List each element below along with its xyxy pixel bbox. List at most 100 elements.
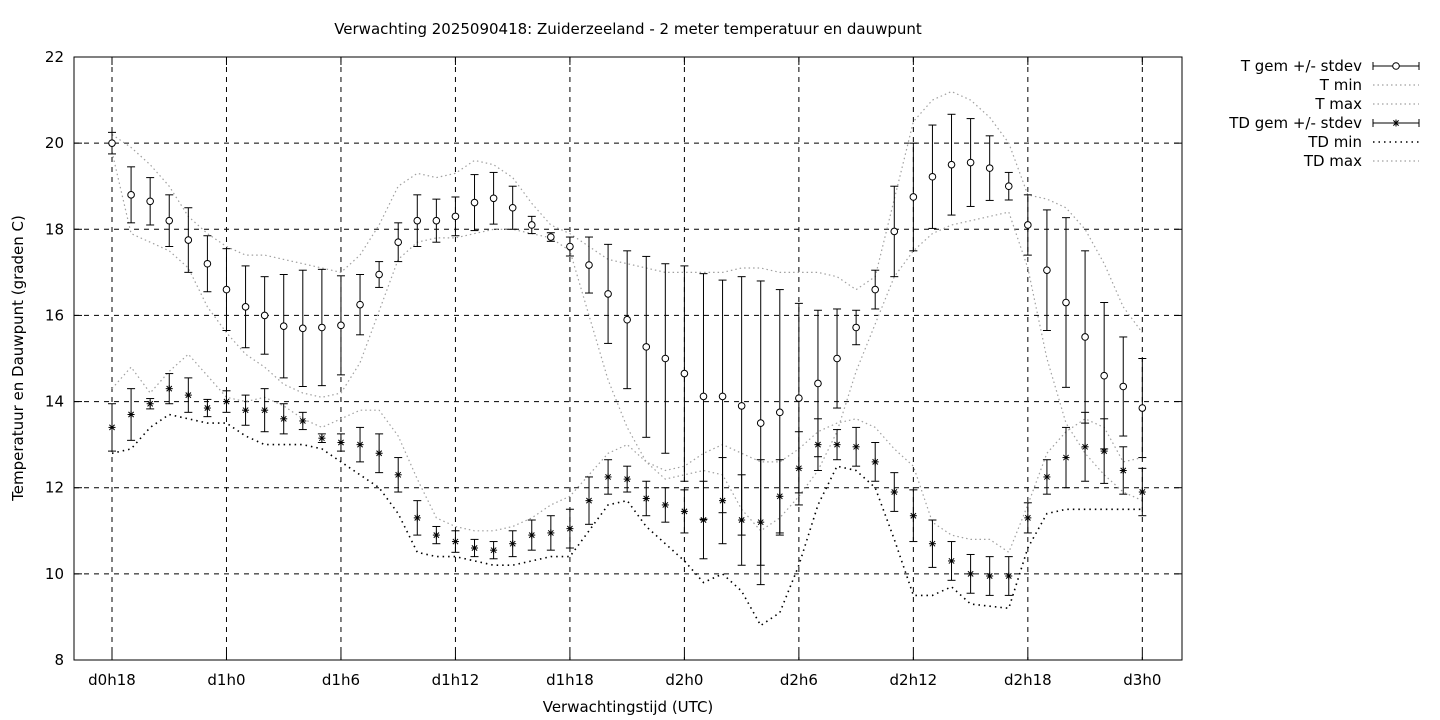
td-mean-point <box>375 449 383 457</box>
td-mean-point <box>585 497 593 505</box>
td-mean-point <box>108 423 116 431</box>
t-mean-point <box>909 193 918 201</box>
td-mean-point <box>1100 447 1108 455</box>
x-tick-label: d2h18 <box>1004 671 1052 689</box>
markers <box>108 139 1147 580</box>
t-mean-point <box>966 158 975 167</box>
t-mean-point <box>241 303 250 311</box>
td-mean-point <box>203 404 211 412</box>
t-mean-point <box>1043 266 1051 275</box>
t-mean-point <box>489 194 498 203</box>
td-mean-point <box>337 438 345 446</box>
td-mean-point <box>986 572 994 580</box>
t-mean-point <box>527 221 536 229</box>
td-mean-point <box>833 441 841 449</box>
td-mean-point <box>1081 443 1089 451</box>
td-mean-point <box>1138 488 1146 496</box>
t-mean-point <box>1119 382 1128 391</box>
td-mean-point <box>948 557 956 565</box>
y-tick-label: 14 <box>45 393 64 411</box>
x-axis-ticks: d0h18 d1h0 d1h6 d1h12 d1h18 d2h0 d2h6 d2h12 d2h1… <box>88 57 1161 689</box>
t-mean-point <box>623 315 631 324</box>
range-lines <box>111 90 1143 627</box>
plot-frame <box>73 56 1183 661</box>
td-mean-point <box>280 415 288 423</box>
t-mean-point <box>127 191 135 199</box>
td-mean-point <box>890 488 898 496</box>
td-mean-point <box>1062 454 1070 462</box>
td-mean-point <box>165 385 173 393</box>
t-mean-point <box>413 216 422 225</box>
error-bars <box>108 113 1147 596</box>
y-tick-label: 16 <box>45 306 64 324</box>
t-mean-point <box>680 369 689 378</box>
td-mean-point <box>318 434 326 442</box>
t-mean-point <box>1004 182 1013 191</box>
td-mean-point <box>1024 514 1032 522</box>
t-mean-point <box>146 197 154 206</box>
t-mean-point <box>585 261 593 269</box>
t-mean-point <box>432 216 441 225</box>
t-mean-point <box>985 164 994 172</box>
td-mean-point <box>566 525 574 533</box>
t-mean-point <box>661 354 670 363</box>
t-max-line <box>111 90 1143 334</box>
legend-swatch-marker <box>1392 62 1400 70</box>
t-mean-point <box>1100 371 1108 380</box>
t-mean-point <box>833 354 841 363</box>
td-mean-point <box>738 516 746 524</box>
t-mean-point <box>375 270 383 279</box>
td-mean-point <box>1119 466 1127 474</box>
td-mean-point <box>680 507 688 515</box>
td-mean-point <box>356 441 364 449</box>
t-mean-point <box>852 323 860 332</box>
t-mean-point <box>814 379 822 388</box>
td-mean-point <box>623 475 631 483</box>
td-mean-point <box>1005 572 1013 580</box>
y-tick-label: 20 <box>45 134 64 152</box>
t-mean-point <box>890 227 899 236</box>
legend-label: T max <box>1314 95 1362 113</box>
y-tick-label: 10 <box>45 565 64 583</box>
t-mean-point <box>795 394 803 402</box>
t-mean-point <box>394 238 403 247</box>
x-tick-label: d2h6 <box>780 671 818 689</box>
td-mean-point <box>242 406 250 414</box>
t-mean-point <box>699 392 708 401</box>
td-mean-point <box>432 531 440 539</box>
td-mean-point <box>871 458 879 466</box>
td-mean-point <box>299 417 307 425</box>
td-mean-point <box>852 443 860 451</box>
td-mean-point <box>757 518 765 526</box>
td-mean-point <box>967 570 975 578</box>
t-mean-point <box>165 216 174 225</box>
td-mean-point <box>699 516 707 524</box>
x-tick-label: d2h0 <box>665 671 703 689</box>
legend-label: T gem +/- stdev <box>1240 57 1362 75</box>
legend-label: T min <box>1319 76 1362 94</box>
t-mean-point <box>776 408 784 417</box>
td-mean-point <box>814 441 822 449</box>
chart-title: Verwachting 2025090418: Zuiderzeeland - … <box>334 20 922 38</box>
t-mean-point <box>756 419 765 427</box>
td-mean-point <box>909 512 917 520</box>
t-mean-point <box>1062 298 1070 307</box>
t-mean-point <box>718 392 727 401</box>
t-mean-point <box>604 290 612 298</box>
td-mean-point <box>719 497 727 505</box>
t-mean-point <box>108 139 116 147</box>
t-mean-point <box>451 212 460 221</box>
td-mean-point <box>547 529 555 537</box>
t-mean-point <box>1138 404 1147 412</box>
td-mean-point <box>490 546 498 554</box>
t-mean-point <box>203 259 212 268</box>
t-min-line <box>111 151 1143 532</box>
td-mean-point <box>222 398 230 406</box>
td-mean-point <box>509 540 517 548</box>
t-mean-point <box>299 324 307 333</box>
t-mean-point <box>566 242 574 251</box>
td-mean-point <box>451 538 459 546</box>
t-mean-point <box>318 323 326 332</box>
td-mean-point <box>776 492 784 500</box>
